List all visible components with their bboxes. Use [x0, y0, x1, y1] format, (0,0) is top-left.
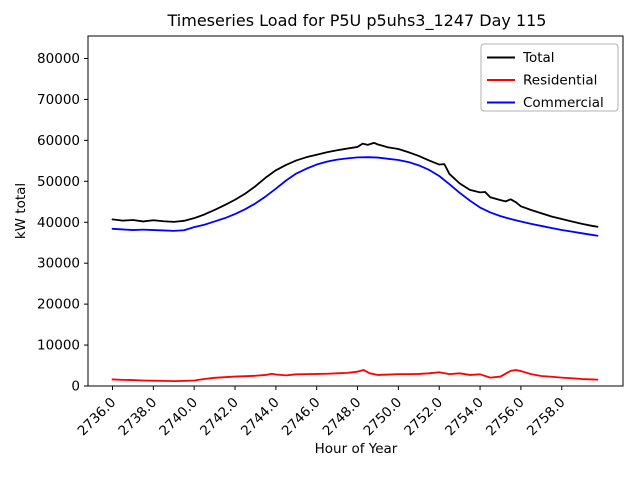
chart-title: Timeseries Load for P5U p5uhs3_1247 Day … [167, 11, 547, 31]
y-tick-label: 20000 [37, 297, 80, 313]
x-tick-label: 2742.0 [197, 395, 242, 440]
y-tick-label: 30000 [37, 256, 80, 272]
legend-label-commercial: Commercial [523, 95, 604, 111]
x-tick-label: 2756.0 [483, 395, 528, 440]
x-axis-label: Hour of Year [315, 441, 398, 457]
x-tick-label: 2738.0 [115, 395, 160, 440]
series-line-commercial [111, 156, 599, 237]
y-tick-label: 40000 [37, 215, 80, 231]
y-tick-label: 10000 [37, 338, 80, 354]
legend-box [480, 43, 619, 112]
axes-spines [87, 35, 624, 387]
x-tick-label: 2750.0 [360, 395, 405, 440]
legend-label-total: Total [522, 50, 555, 66]
y-tick-label: 50000 [37, 174, 80, 190]
x-tick-label: 2740.0 [156, 395, 201, 440]
legend: Total Residential Commercial [480, 43, 619, 112]
x-tick-label: 2754.0 [442, 395, 487, 440]
x-tick-label: 2758.0 [524, 395, 569, 440]
x-tick-label: 2748.0 [320, 395, 365, 440]
series-line-total [111, 141, 599, 228]
x-tick-label: 2744.0 [238, 395, 283, 440]
series-line-residential [111, 369, 599, 382]
y-tick-label: 0 [71, 379, 80, 395]
legend-label-residential: Residential [523, 73, 597, 89]
series-layer [111, 141, 599, 382]
y-axis-label: kW total [13, 183, 29, 239]
y-tick-label: 80000 [37, 51, 80, 67]
x-tick-label: 2736.0 [75, 395, 120, 440]
y-tick-label: 70000 [37, 92, 80, 108]
x-tick-label: 2746.0 [279, 395, 324, 440]
y-tick-label: 60000 [37, 133, 80, 149]
x-tick-label: 2752.0 [401, 395, 446, 440]
